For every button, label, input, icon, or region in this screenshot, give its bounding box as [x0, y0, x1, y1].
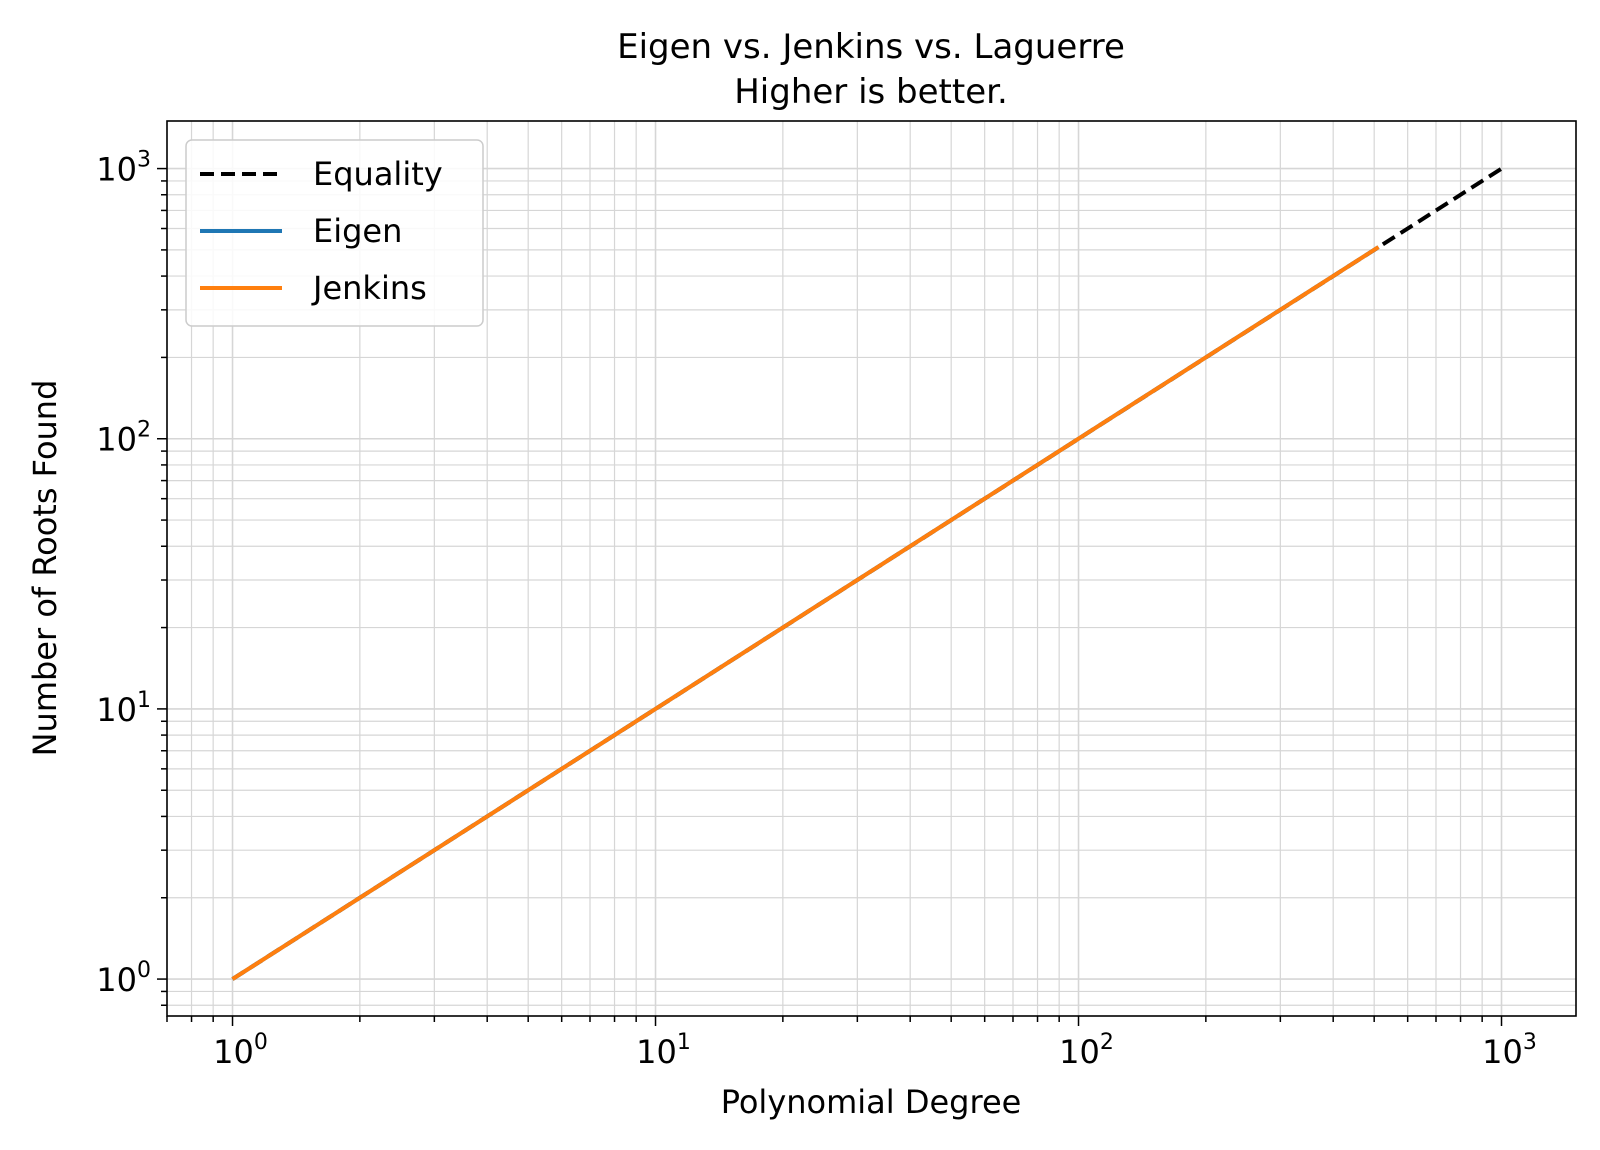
- legend: Equality Eigen Jenkins: [185, 139, 484, 327]
- x-tick-label: 102: [1059, 1030, 1114, 1071]
- plot-frame: [166, 120, 1577, 1017]
- y-tick-label: 100: [96, 958, 151, 999]
- chart-subtitle: Higher is better.: [734, 72, 1008, 112]
- chart-title: Eigen vs. Jenkins vs. Laguerre: [617, 27, 1125, 67]
- grid: [166, 121, 1576, 1016]
- series-layer: [231, 164, 1507, 981]
- series-line-jenkins: [231, 245, 1380, 981]
- tick-labels: 100 101 102 103 100 101 102 103: [96, 148, 1537, 1071]
- y-tick-label: 101: [96, 688, 151, 729]
- y-axis-label: Number of Roots Found: [26, 380, 64, 757]
- x-tick-label: 103: [1482, 1030, 1537, 1071]
- ticks: [157, 167, 1503, 1026]
- y-tick-label: 102: [96, 418, 151, 459]
- y-tick-label: 103: [96, 148, 151, 189]
- x-tick-label: 100: [213, 1030, 268, 1071]
- legend-label-jenkins: Jenkins: [311, 269, 427, 307]
- x-axis-label: Polynomial Degree: [721, 1083, 1022, 1121]
- x-tick-label: 101: [636, 1030, 691, 1071]
- legend-label-eigen: Eigen: [313, 212, 402, 250]
- legend-box: [185, 139, 484, 327]
- legend-label-equality: Equality: [313, 155, 443, 193]
